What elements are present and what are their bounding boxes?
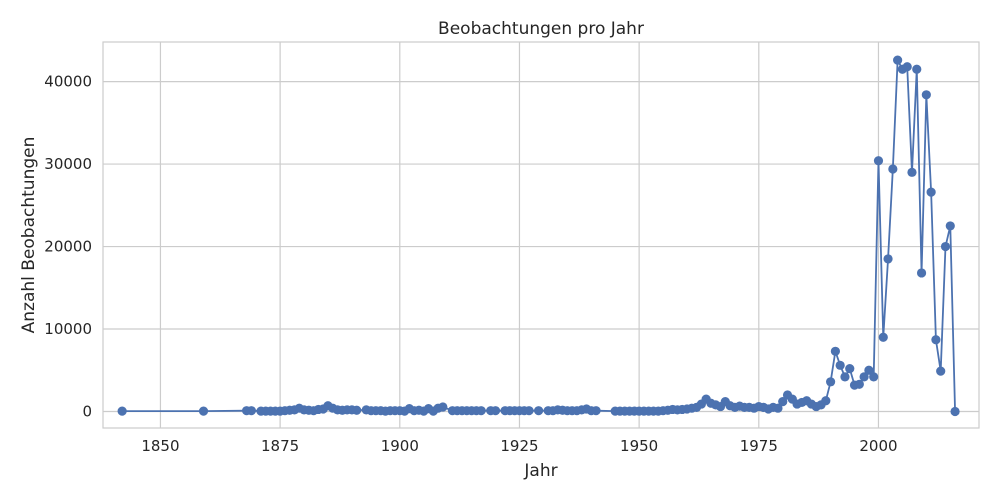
data-point [936, 366, 946, 376]
x-tick-label: 1850 [141, 437, 179, 455]
x-tick-label: 1900 [381, 437, 419, 455]
data-point [869, 372, 879, 382]
y-tick-labels: 0 10000 20000 30000 40000 [44, 73, 92, 421]
data-point [117, 406, 127, 416]
y-tick-label: 10000 [44, 320, 92, 338]
data-point [883, 254, 893, 264]
data-point [945, 221, 955, 231]
data-point [830, 346, 840, 356]
data-point [864, 365, 874, 375]
data-point [931, 335, 941, 345]
x-tick-label: 1950 [620, 437, 658, 455]
data-point [821, 396, 831, 406]
x-tick-label: 1975 [740, 437, 778, 455]
data-point [878, 332, 888, 342]
data-point [826, 377, 836, 387]
data-point [888, 164, 898, 174]
x-tick-label: 1875 [261, 437, 299, 455]
data-point [921, 90, 931, 100]
y-tick-label: 40000 [44, 73, 92, 91]
y-axis-title: Anzahl Beobachtungen [19, 137, 39, 334]
data-point [916, 268, 927, 278]
data-point [198, 406, 209, 416]
series-group [117, 55, 960, 417]
y-tick-label: 30000 [44, 155, 92, 173]
grid [103, 42, 979, 428]
data-point [893, 55, 903, 65]
data-point [534, 406, 544, 416]
data-point [773, 403, 783, 413]
data-point [912, 64, 922, 74]
data-point [778, 397, 788, 407]
y-tick-label: 20000 [44, 238, 92, 256]
x-axis-title: Jahr [523, 461, 557, 481]
data-point [845, 364, 855, 374]
data-point [859, 372, 869, 382]
data-point [246, 406, 256, 416]
data-point [940, 241, 951, 252]
x-tick-label: 2000 [859, 437, 897, 455]
data-point [352, 405, 362, 415]
data-point [907, 167, 917, 177]
data-point [490, 406, 501, 416]
data-point [840, 372, 850, 382]
x-tick-label: 1925 [500, 437, 538, 455]
data-point [835, 360, 845, 370]
data-point [902, 62, 912, 72]
data-point [476, 406, 486, 416]
data-point [926, 187, 936, 197]
plot-frame [102, 41, 980, 429]
data-point [873, 156, 884, 166]
chart-title: Beobachtungen pro Jahr [438, 19, 644, 39]
data-point [591, 406, 601, 416]
data-point [438, 402, 448, 412]
data-point [950, 406, 960, 417]
data-point [854, 379, 864, 389]
data-point [524, 406, 534, 416]
y-tick-label: 0 [82, 403, 92, 421]
x-tick-labels: 1850 1875 1900 1925 1950 1975 2000 [141, 437, 897, 455]
